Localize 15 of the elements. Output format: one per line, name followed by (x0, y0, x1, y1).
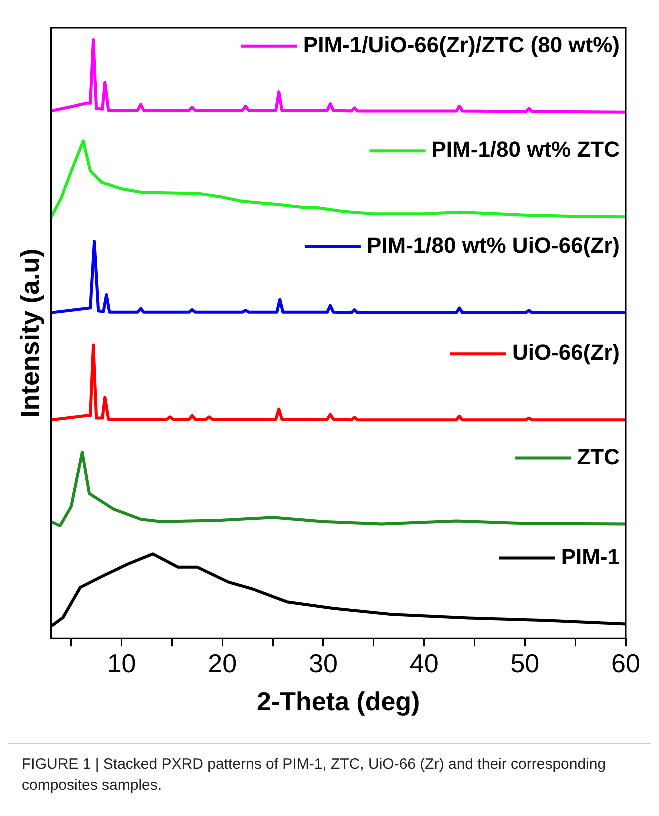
x-tick-label: 40 (410, 648, 439, 678)
caption: FIGURE 1 | Stacked PXRD patterns of PIM-1, ZTC, UiO-66 (Zr) and their corresponding composites samples. (8, 743, 651, 806)
x-tick-label: 50 (510, 648, 540, 678)
legend-label: PIM-1/80 wt% ZTC (432, 137, 620, 162)
x-tick-label: 60 (612, 648, 640, 678)
legend-label: PIM-1/80 wt% UiO-66(Zr) (366, 233, 620, 258)
x-tick-label: 20 (208, 648, 238, 678)
legend-label: PIM-1/UiO-66(Zr)/ZTC (80 wt%) (303, 32, 620, 58)
x-axis-title: 2-Theta (deg) (256, 686, 420, 717)
x-tick-label: 10 (107, 648, 136, 678)
legend-label: ZTC (577, 444, 620, 470)
x-tick-label: 30 (309, 648, 338, 678)
legend-label: UiO-66(Zr) (512, 340, 620, 366)
legend-label: PIM-1 (561, 544, 620, 570)
y-axis-title: Intensity (a.u) (14, 248, 45, 418)
